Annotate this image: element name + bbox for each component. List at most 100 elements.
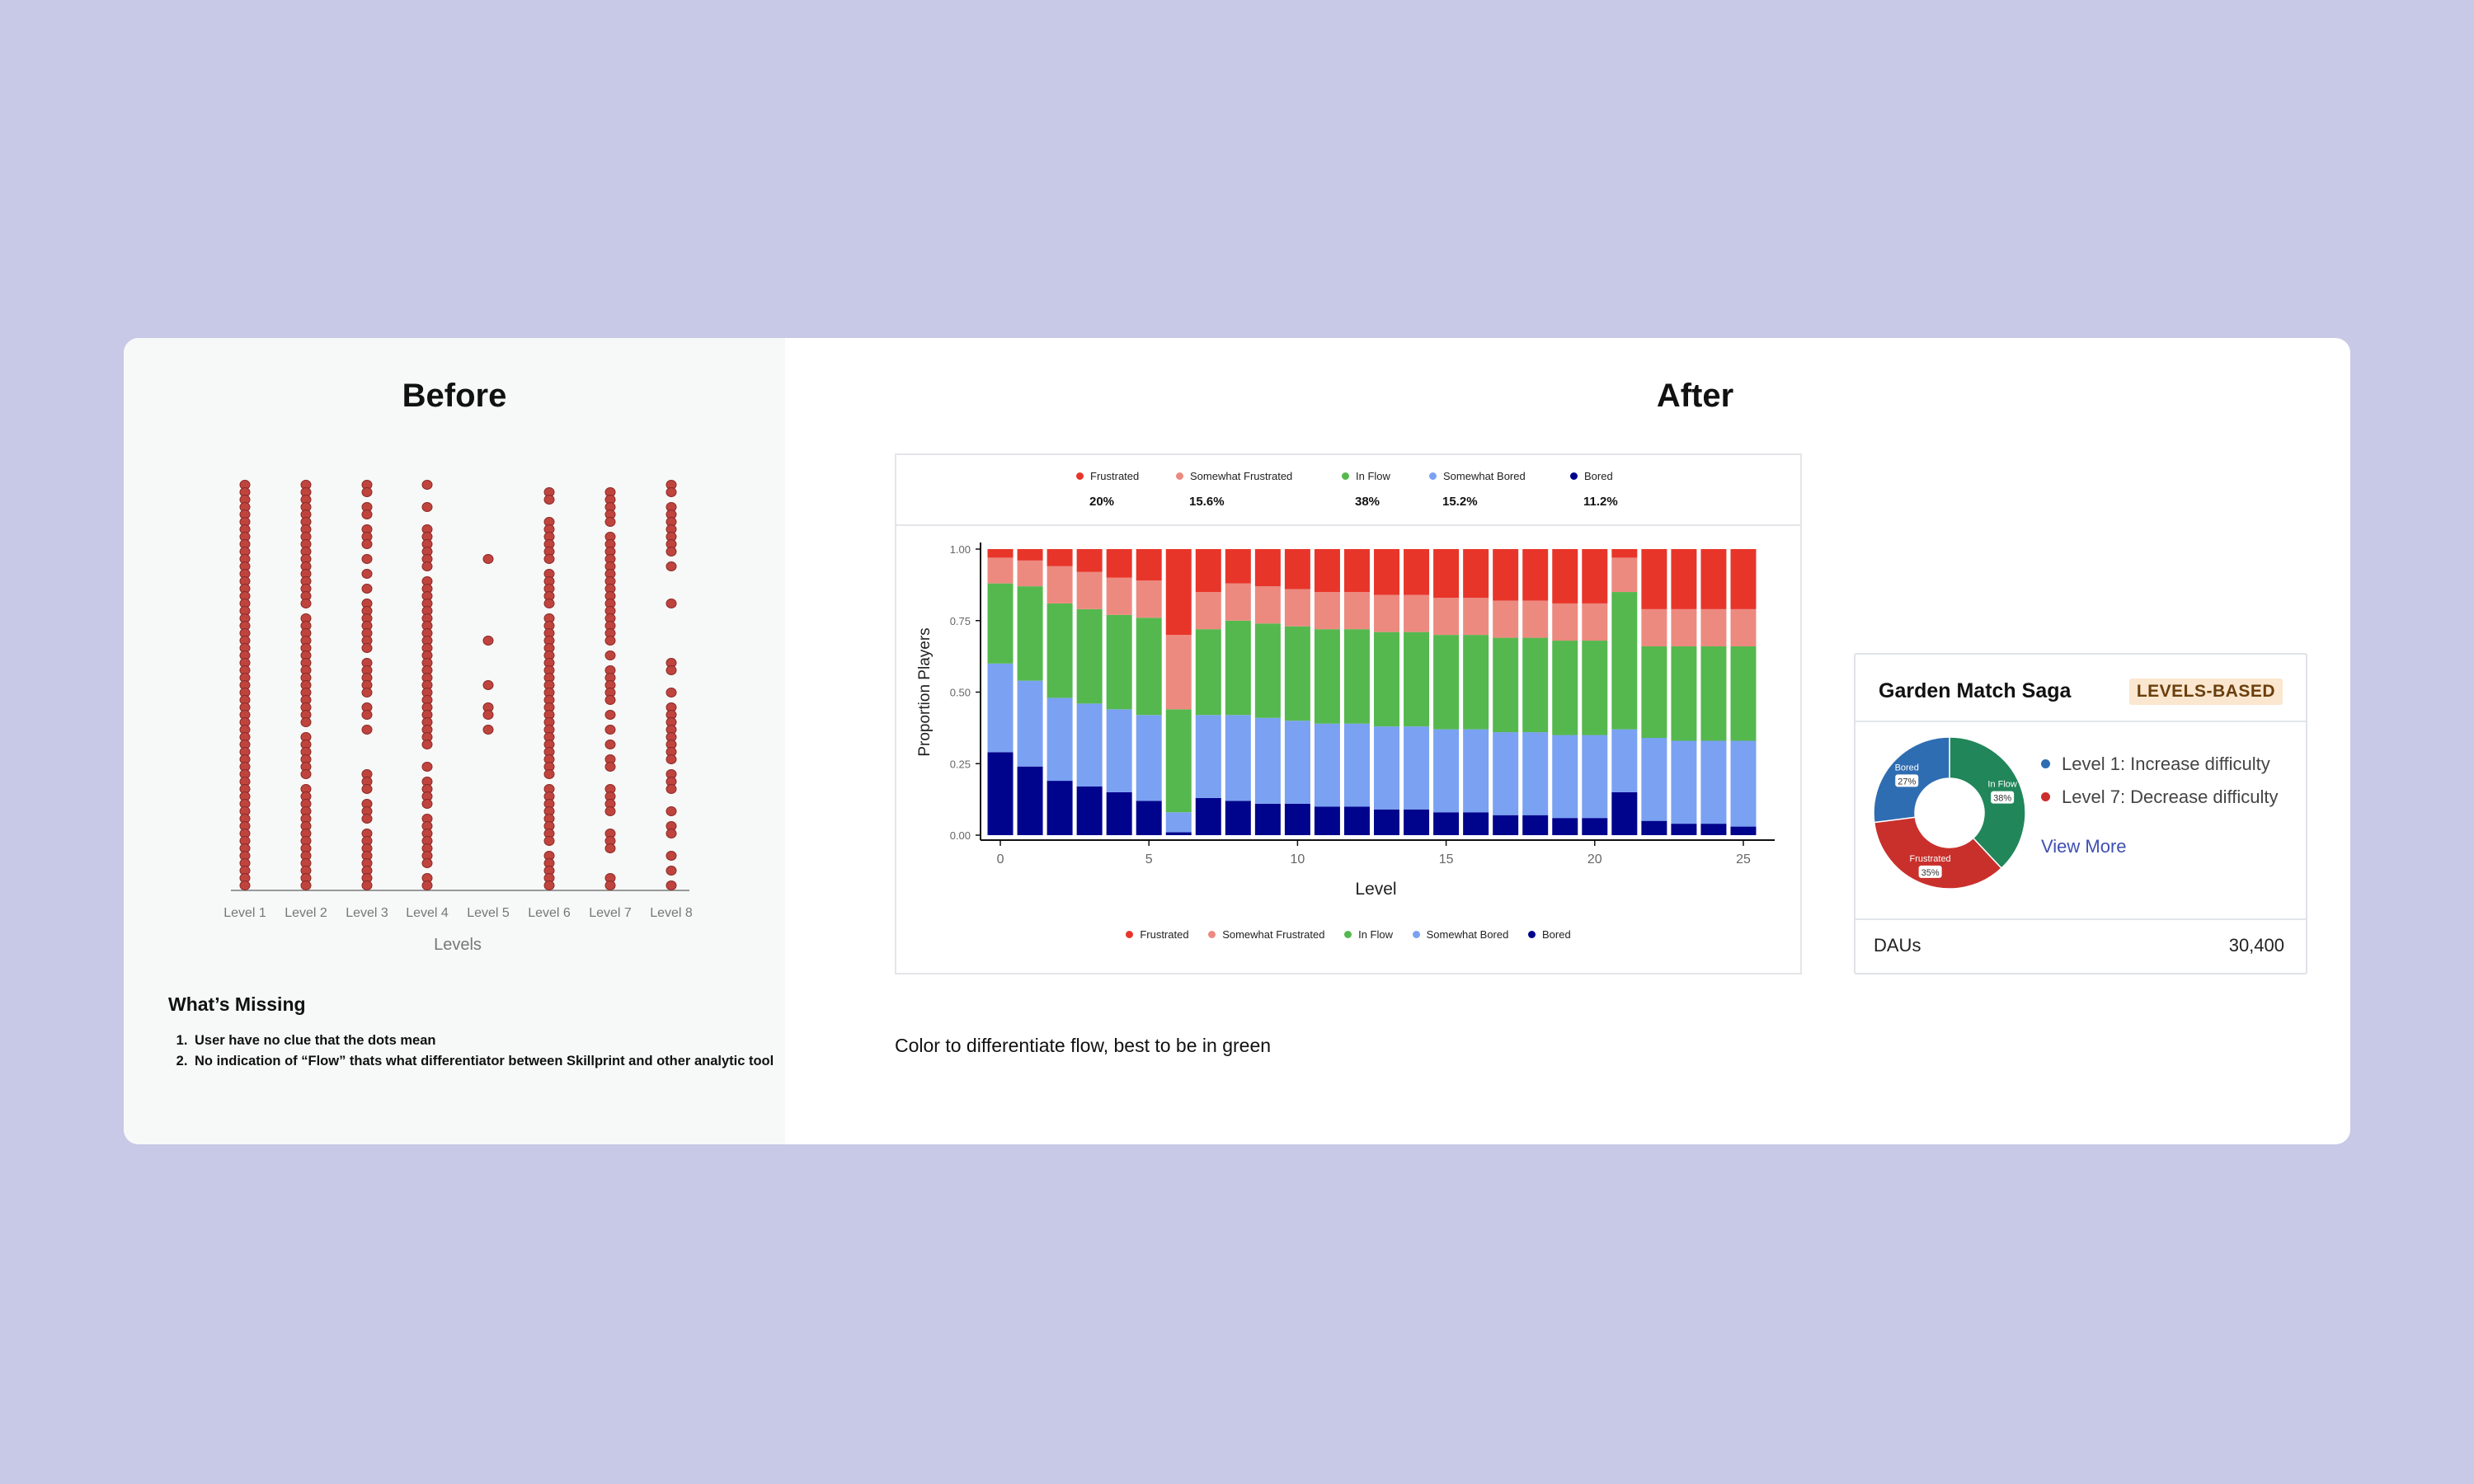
data-dot — [421, 858, 433, 868]
bar-segment-somewhat-bored — [1493, 732, 1519, 815]
before-panel: Before Level 1 Level 2 Level 3 Level 4 Level… — [124, 338, 785, 1144]
x-tick-label: 5 — [1145, 852, 1153, 866]
divider — [1856, 918, 2306, 920]
bar-segment-somewhat-frustrated — [1493, 600, 1519, 638]
legend-frustrated: Frustrated — [1126, 928, 1189, 941]
dot-column — [604, 487, 616, 890]
bar-segment-frustrated — [1493, 549, 1519, 601]
slice-label: Bored — [1895, 763, 1919, 773]
bar-segment-bored — [1641, 820, 1667, 835]
slice-value: 35% — [1921, 868, 1940, 878]
bar-segment-in-flow — [1671, 646, 1697, 741]
bar-segment-bored — [1582, 818, 1608, 835]
bar-segment-bored — [1493, 815, 1519, 835]
x-tick-label: Level 6 — [528, 906, 571, 920]
x-axis-label: Levels — [434, 936, 482, 954]
dot-icon — [1570, 472, 1578, 480]
bar-segment-somewhat-frustrated — [1165, 635, 1192, 710]
donut-slice-frustrated — [1873, 816, 2003, 890]
bar-segment-frustrated — [1284, 549, 1310, 589]
bar-segment-somewhat-bored — [1374, 726, 1400, 810]
data-dot — [604, 695, 616, 705]
bar-segment-somewhat-bored — [1433, 729, 1460, 813]
data-dot — [361, 554, 373, 564]
bar-segment-in-flow — [1076, 608, 1103, 704]
pct-somewhat-frustrated: 15.6% — [1189, 495, 1225, 509]
dot-column — [361, 480, 373, 890]
data-dot — [604, 806, 616, 816]
view-more-link[interactable]: View More — [2041, 836, 2127, 857]
bar-segment-somewhat-bored — [1225, 715, 1251, 801]
bar-segment-bored — [1225, 801, 1251, 835]
bar-segment-frustrated — [1433, 549, 1460, 598]
data-dot — [666, 851, 677, 861]
dot-column — [421, 480, 433, 890]
data-dot — [300, 717, 312, 727]
bar-segment-somewhat-frustrated — [1314, 592, 1340, 630]
data-dot — [421, 561, 433, 571]
bar-segment-somewhat-bored — [1136, 715, 1162, 801]
data-dot — [361, 814, 373, 824]
dot-column — [482, 554, 494, 735]
bar-segment-somewhat-bored — [1017, 680, 1043, 767]
bar-segment-in-flow — [1136, 618, 1162, 716]
data-dot — [666, 866, 677, 876]
x-tick-label: 20 — [1587, 852, 1602, 866]
bar-segment-bored — [1552, 818, 1578, 835]
missing-item: No indication of “Flow” thats what diffe… — [191, 1051, 785, 1072]
bar-segment-somewhat-bored — [1343, 723, 1370, 807]
bar-segment-in-flow — [1284, 626, 1310, 721]
game-summary-card[interactable]: Garden Match Saga LEVELS-BASED In Flow 38… — [1854, 653, 2307, 974]
bar-segment-somewhat-bored — [1641, 738, 1667, 821]
bar-segment-bored — [1463, 812, 1489, 835]
dot-column — [300, 480, 312, 890]
bar-segment-frustrated — [1611, 549, 1638, 558]
data-dot — [421, 502, 433, 512]
missing-item: User have no clue that the dots mean — [191, 1031, 785, 1051]
x-tick-label: Level 4 — [406, 906, 449, 920]
bar-segment-in-flow — [1433, 635, 1460, 730]
bar-segment-in-flow — [1165, 709, 1192, 813]
dot-icon — [1176, 472, 1183, 480]
bar-segment-in-flow — [1552, 641, 1578, 735]
recommendation-level-1: Level 1: Increase difficulty — [2041, 754, 2270, 775]
bar-segment-in-flow — [1106, 614, 1132, 710]
bar-segment-in-flow — [1404, 632, 1430, 727]
bar-segment-somewhat-frustrated — [1552, 603, 1578, 641]
data-dot — [543, 599, 555, 608]
slice-label: In Flow — [1987, 780, 2017, 790]
slice-value: 27% — [1898, 777, 1916, 787]
dot-icon — [1076, 472, 1084, 480]
bar-segment-frustrated — [1700, 549, 1727, 609]
bar-segment-in-flow — [1374, 632, 1400, 727]
bar-segment-bored — [1017, 766, 1043, 835]
donut-slice-in-flow — [1949, 736, 2026, 870]
data-dot — [361, 510, 373, 519]
pct-in-flow: 38% — [1355, 495, 1380, 509]
dot-icon — [1429, 472, 1437, 480]
bar-segment-bored — [1047, 781, 1073, 835]
data-dot — [482, 725, 494, 735]
missing-title: What’s Missing — [168, 993, 306, 1015]
legend-in-flow: In Flow — [1342, 470, 1390, 482]
bar-segment-frustrated — [1641, 549, 1667, 609]
dot-column — [543, 487, 555, 890]
bar-segment-frustrated — [1314, 549, 1340, 593]
bar-segment-frustrated — [1404, 549, 1430, 595]
data-dot — [543, 769, 555, 779]
data-dot — [604, 517, 616, 527]
data-dot — [666, 881, 677, 890]
data-dot — [361, 584, 373, 594]
dau-value: 30,400 — [2228, 935, 2284, 956]
data-dot — [361, 539, 373, 549]
bar-segment-frustrated — [1017, 549, 1043, 561]
data-dot — [543, 836, 555, 846]
bar-segment-frustrated — [1195, 549, 1221, 593]
data-dot — [361, 643, 373, 653]
bar-segment-somewhat-frustrated — [1076, 571, 1103, 609]
bar-segment-somewhat-bored — [1522, 732, 1549, 815]
bar-segment-somewhat-frustrated — [1522, 600, 1549, 638]
bar-segment-in-flow — [1343, 629, 1370, 724]
data-dot — [421, 762, 433, 772]
data-dot — [604, 762, 616, 772]
